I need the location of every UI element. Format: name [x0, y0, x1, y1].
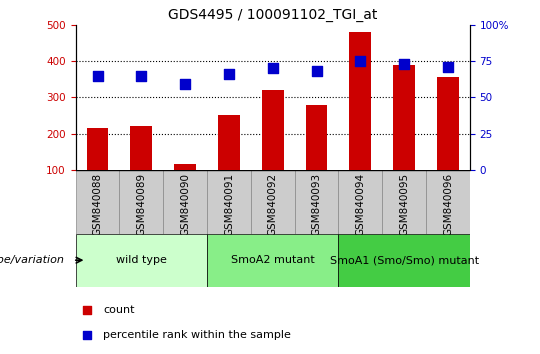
Text: genotype/variation: genotype/variation [0, 255, 65, 265]
Bar [251, 170, 295, 234]
Point [93, 73, 102, 78]
Bar [163, 170, 207, 234]
Bar [174, 165, 196, 170]
Point [356, 58, 364, 64]
Point [83, 332, 92, 337]
Bar [426, 170, 470, 234]
Point [400, 61, 408, 67]
Text: GSM840088: GSM840088 [92, 173, 103, 236]
Text: GSM840092: GSM840092 [268, 173, 278, 236]
Point [268, 65, 277, 71]
Point [137, 73, 146, 78]
Bar [207, 234, 339, 287]
Bar [218, 115, 240, 170]
Text: GSM840096: GSM840096 [443, 173, 453, 236]
Bar [86, 128, 109, 170]
Bar [207, 170, 251, 234]
Point [443, 64, 452, 70]
Bar [76, 170, 119, 234]
Text: GSM840091: GSM840091 [224, 173, 234, 236]
Bar [382, 170, 426, 234]
Bar [437, 78, 459, 170]
Point [225, 71, 233, 77]
Bar [262, 90, 284, 170]
Bar [306, 104, 327, 170]
Title: GDS4495 / 100091102_TGI_at: GDS4495 / 100091102_TGI_at [168, 8, 377, 22]
Point [181, 81, 190, 87]
Bar [119, 170, 163, 234]
Bar [295, 170, 339, 234]
Text: SmoA2 mutant: SmoA2 mutant [231, 255, 315, 265]
Text: wild type: wild type [116, 255, 167, 265]
Bar [339, 234, 470, 287]
Text: GSM840095: GSM840095 [399, 173, 409, 236]
Text: percentile rank within the sample: percentile rank within the sample [103, 330, 291, 339]
Bar [339, 170, 382, 234]
Point [312, 68, 321, 74]
Bar [349, 32, 372, 170]
Text: GSM840090: GSM840090 [180, 173, 190, 236]
Bar [130, 126, 152, 170]
Point [83, 307, 92, 313]
Text: GSM840089: GSM840089 [136, 173, 146, 236]
Text: SmoA1 (Smo/Smo) mutant: SmoA1 (Smo/Smo) mutant [329, 255, 478, 265]
Bar [393, 65, 415, 170]
Text: GSM840094: GSM840094 [355, 173, 365, 236]
Text: GSM840093: GSM840093 [312, 173, 321, 236]
Bar [76, 234, 207, 287]
Text: count: count [103, 305, 134, 315]
